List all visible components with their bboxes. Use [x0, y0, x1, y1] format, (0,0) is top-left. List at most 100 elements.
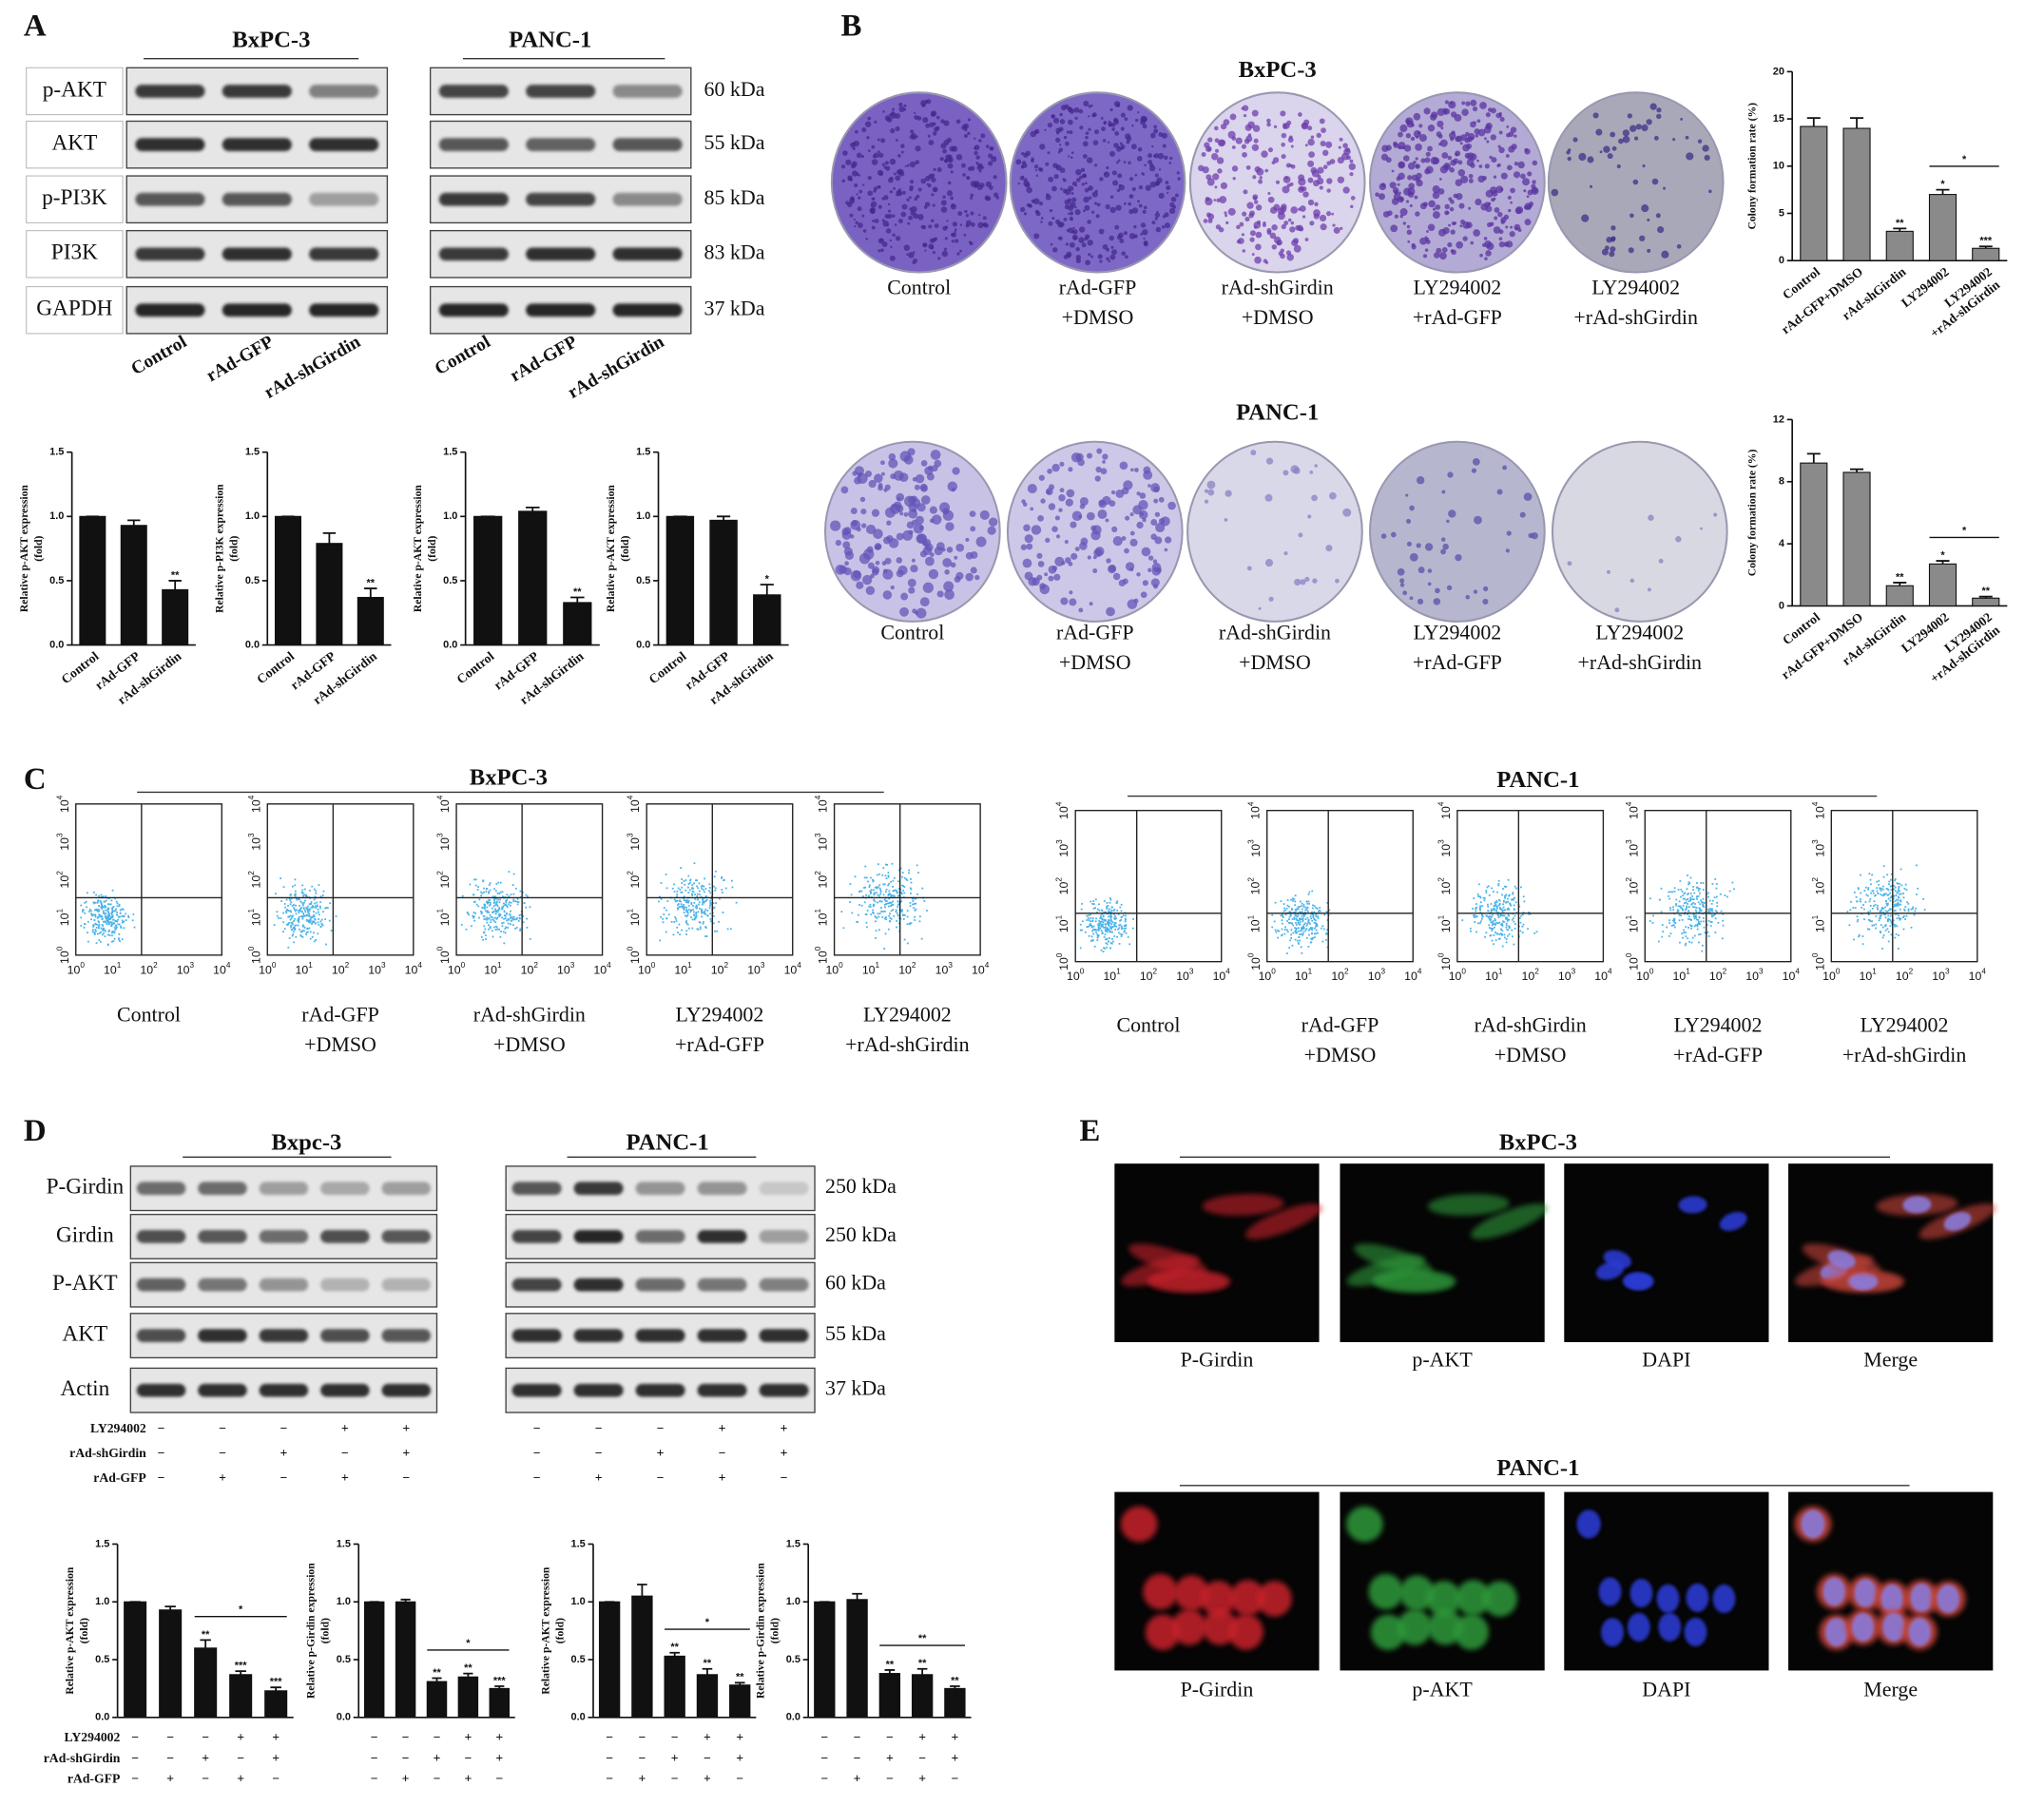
flow-event: [1887, 920, 1889, 923]
colony-dot: [894, 223, 897, 226]
colony-dot: [1455, 179, 1463, 186]
colony-dot: [955, 154, 963, 161]
flow-event: [98, 925, 100, 928]
colony-dot: [1493, 197, 1496, 201]
colony-dot: [1039, 144, 1046, 150]
flow-event: [1673, 921, 1675, 924]
y-tick-label: 0.0: [337, 1712, 351, 1723]
colony-dot: [895, 175, 901, 182]
flow-event: [1128, 943, 1131, 946]
flow-event: [1679, 905, 1682, 908]
flow-event: [1668, 894, 1669, 897]
flow-event: [1898, 885, 1900, 888]
colony-dot: [1255, 231, 1263, 239]
flow-event: [1521, 913, 1524, 916]
flow-event: [1487, 885, 1490, 888]
flow-event: [1698, 933, 1700, 936]
treatment-sign: −: [280, 1421, 288, 1435]
flow-event: [304, 914, 306, 917]
flow-event: [1099, 920, 1102, 923]
colony-dot: [1166, 184, 1171, 191]
flow-event: [1124, 927, 1126, 930]
colony-dot: [858, 196, 861, 200]
flow-event: [102, 920, 105, 923]
tick-base: 10: [1176, 970, 1189, 983]
flow-event: [512, 924, 514, 927]
treatment-sign: +: [781, 1446, 788, 1460]
colony-dot: [890, 473, 897, 480]
flow-event: [1690, 925, 1693, 928]
flow-event: [1902, 928, 1905, 931]
flow-event: [1125, 927, 1127, 930]
flow-event: [1298, 927, 1300, 930]
colony-dot: [1262, 222, 1266, 227]
colony-dot: [882, 568, 888, 574]
colony-dot: [931, 193, 935, 197]
flow-plot: [1266, 809, 1414, 963]
flow-event: [86, 906, 88, 909]
flow-event: [1497, 879, 1500, 882]
protein-label: Girdin: [56, 1222, 114, 1247]
tick-base: 10: [448, 964, 461, 977]
colony-dot: [1382, 211, 1390, 218]
tick-base: 10: [817, 837, 830, 851]
flow-event: [1487, 910, 1490, 913]
tick-base: 10: [557, 964, 570, 977]
flow-event: [299, 915, 302, 918]
colony-dot: [1531, 531, 1538, 540]
flow-event: [1292, 897, 1294, 900]
colony-dot: [1611, 145, 1617, 151]
label-box: [26, 120, 124, 169]
flow-event: [721, 889, 723, 891]
tick-base: 10: [1709, 970, 1723, 983]
flow-event: [1099, 922, 1102, 925]
colony-dot: [895, 126, 900, 132]
colony-dot: [1069, 216, 1073, 221]
flow-event: [1084, 931, 1087, 933]
flow-event: [298, 898, 300, 901]
flow-event: [1692, 901, 1695, 904]
flow-event: [692, 887, 695, 890]
flow-event: [499, 891, 502, 893]
flow-event: [512, 893, 515, 895]
flow-event: [1277, 936, 1280, 939]
flow-event: [1670, 925, 1673, 927]
flow-event: [1733, 888, 1735, 891]
flow-tick-label: 101: [1625, 914, 1641, 932]
colony-dot: [929, 506, 937, 514]
colony-dot: [910, 565, 918, 573]
flow-event: [1499, 914, 1502, 917]
y-tick-label: 0.5: [49, 575, 64, 586]
colony-dot: [1051, 463, 1060, 472]
flow-tick-label: 100: [1625, 952, 1641, 970]
flow-event: [1295, 910, 1298, 912]
flow-tick-label: 103: [1932, 968, 1950, 984]
flow-event: [1301, 932, 1302, 935]
weight-label: 250 kDa: [825, 1222, 897, 1246]
colony-dot: [1474, 515, 1482, 525]
flow-event: [1905, 914, 1908, 917]
flow-event: [1698, 911, 1701, 913]
flow-event: [1707, 911, 1710, 913]
colony-dot: [1112, 572, 1121, 581]
flow-event: [1675, 904, 1677, 907]
flow-event: [912, 903, 914, 906]
flow-event: [99, 899, 102, 902]
tick-exp: 1: [497, 961, 502, 970]
colony-dot: [1142, 124, 1147, 129]
colony-dot: [1089, 104, 1093, 107]
flow-event: [1899, 903, 1901, 906]
colony-dot: [845, 159, 852, 165]
flow-event: [1289, 911, 1292, 913]
flow-event: [687, 892, 690, 894]
flow-event: [306, 895, 309, 898]
flow-event: [86, 892, 88, 894]
flow-event: [108, 913, 110, 915]
flow-event: [1297, 914, 1300, 916]
colony-dot: [1086, 511, 1095, 521]
colony-dot: [1477, 175, 1485, 183]
flow-event: [899, 867, 902, 870]
flow-event: [1669, 932, 1672, 935]
colony-dot: [1468, 178, 1474, 183]
colony-dot: [1498, 146, 1505, 154]
